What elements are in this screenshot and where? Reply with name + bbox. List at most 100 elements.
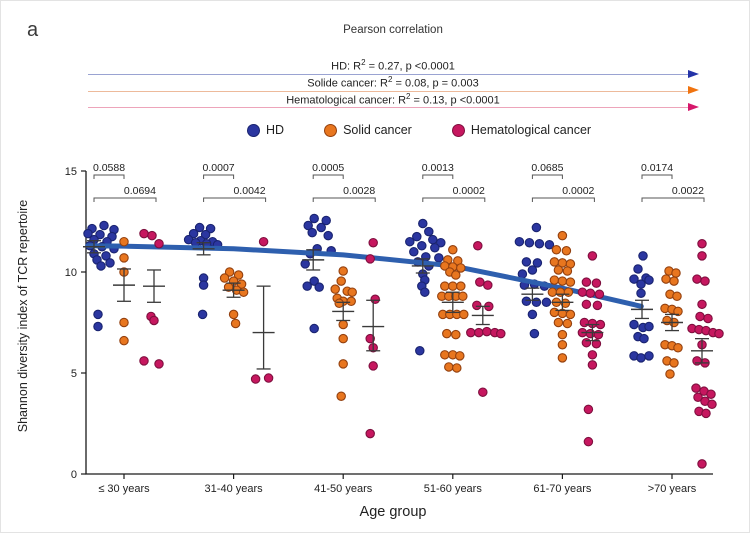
data-point-solid-cancer <box>665 369 675 379</box>
data-point-hematological-cancer <box>583 404 594 415</box>
data-point-hd <box>307 227 317 238</box>
data-point-hd <box>629 274 639 284</box>
data-point-hd <box>302 281 312 291</box>
x-axis-label: Age group <box>359 504 427 520</box>
data-point-hematological-cancer <box>365 333 375 344</box>
data-point-hematological-cancer <box>579 317 590 328</box>
sig-bracket-bottom <box>203 197 267 202</box>
data-point-solid-cancer <box>442 328 452 339</box>
legend-item-solid: Solid cancer <box>324 123 412 137</box>
data-point-hd <box>544 239 555 250</box>
data-point-solid-cancer <box>233 270 244 280</box>
data-point-solid-cancer <box>338 333 348 344</box>
data-point-hd <box>194 222 205 233</box>
data-point-hd <box>323 230 333 241</box>
data-point-solid-cancer <box>549 307 560 318</box>
data-point-solid-cancer <box>119 236 129 247</box>
data-point-solid-cancer <box>672 291 682 301</box>
data-point-hematological-cancer <box>585 328 596 339</box>
data-point-hematological-cancer <box>581 299 592 310</box>
data-point-solid-cancer <box>330 284 340 294</box>
sig-bracket-bottom <box>641 197 705 202</box>
data-point-hd <box>527 265 538 275</box>
data-point-solid-cancer <box>561 246 572 256</box>
data-point-solid-cancer <box>560 298 571 309</box>
hd-trend-line <box>85 243 644 309</box>
data-point-hematological-cancer <box>692 274 702 284</box>
sig-pvalue-top: 0.0007 <box>203 162 235 174</box>
data-point-hd <box>316 222 326 233</box>
data-point-hematological-cancer <box>577 287 588 297</box>
data-point-hematological-cancer <box>154 238 164 249</box>
data-point-hematological-cancer <box>591 338 602 349</box>
data-point-hematological-cancer <box>700 276 710 286</box>
data-point-solid-cancer <box>119 335 129 346</box>
data-point-solid-cancer <box>557 329 568 340</box>
data-point-hd <box>300 259 310 269</box>
data-point-solid-cancer <box>565 309 576 320</box>
data-point-solid-cancer <box>440 350 450 360</box>
data-point-hematological-cancer <box>697 238 707 249</box>
data-point-hd <box>105 258 115 268</box>
data-point-hematological-cancer <box>692 356 702 366</box>
data-point-hematological-cancer <box>697 251 707 261</box>
data-point-hd <box>524 237 535 248</box>
sig-pvalue-bottom: 0.0028 <box>343 185 375 197</box>
hema-trend-arrow <box>88 102 699 111</box>
data-point-hd <box>188 228 199 239</box>
data-point-hd <box>541 297 552 308</box>
legend: HD Solid cancer Hematological cancer <box>247 123 591 137</box>
data-point-hd <box>415 346 425 356</box>
sig-pvalue-bottom: 0.0002 <box>562 185 594 197</box>
data-point-solid-cancer <box>336 276 346 286</box>
sig-bracket-bottom <box>312 197 376 202</box>
data-point-solid-cancer <box>456 263 466 273</box>
data-point-hematological-cancer <box>701 408 711 419</box>
sig-bracket-top <box>422 174 454 179</box>
data-point-solid-cancer <box>673 306 683 317</box>
data-point-hd <box>633 264 643 274</box>
y-tick-label: 0 <box>71 469 77 481</box>
data-point-hematological-cancer <box>250 374 261 384</box>
arrowhead-icon <box>688 102 699 111</box>
data-point-hd <box>309 276 319 286</box>
data-point-hematological-cancer <box>703 313 713 324</box>
data-point-solid-cancer <box>238 287 249 297</box>
data-point-hd <box>95 229 105 240</box>
data-point-hematological-cancer <box>482 326 492 337</box>
data-point-hd <box>99 220 109 231</box>
hd-trend-arrow <box>88 69 699 78</box>
data-point-hd <box>436 237 446 248</box>
data-point-solid-cancer <box>224 267 235 277</box>
sig-pvalue-bottom: 0.0694 <box>124 185 156 197</box>
data-point-solid-cancer <box>219 273 230 283</box>
y-tick-label: 5 <box>71 368 77 380</box>
y-tick-label: 10 <box>65 267 77 279</box>
x-tick-label: 31-40 years <box>205 483 264 495</box>
data-point-hematological-cancer <box>368 237 378 248</box>
data-point-hd <box>321 215 331 226</box>
data-point-hd <box>418 218 428 229</box>
x-tick-label: 41-50 years <box>314 483 373 495</box>
data-point-solid-cancer <box>444 362 454 372</box>
data-point-hd <box>636 353 646 363</box>
hema-dot-icon <box>451 123 465 137</box>
data-point-hematological-cancer <box>693 392 703 402</box>
data-point-hematological-cancer <box>483 280 493 290</box>
data-point-hd <box>527 309 538 320</box>
sig-pvalue-top: 0.0685 <box>531 162 563 174</box>
data-point-hd <box>644 351 654 361</box>
data-point-hematological-cancer <box>472 300 482 311</box>
sig-pvalue-top: 0.0588 <box>93 162 125 174</box>
arrowhead-icon <box>688 86 699 95</box>
data-point-solid-cancer <box>549 275 560 285</box>
data-point-hd <box>532 258 543 268</box>
data-point-hd <box>412 231 422 242</box>
sig-pvalue-top: 0.0013 <box>422 162 454 174</box>
data-point-hd <box>629 319 639 330</box>
data-point-solid-cancer <box>547 287 558 297</box>
data-point-hematological-cancer <box>594 289 605 299</box>
data-point-hematological-cancer <box>473 240 483 251</box>
data-point-solid-cancer <box>228 309 239 320</box>
